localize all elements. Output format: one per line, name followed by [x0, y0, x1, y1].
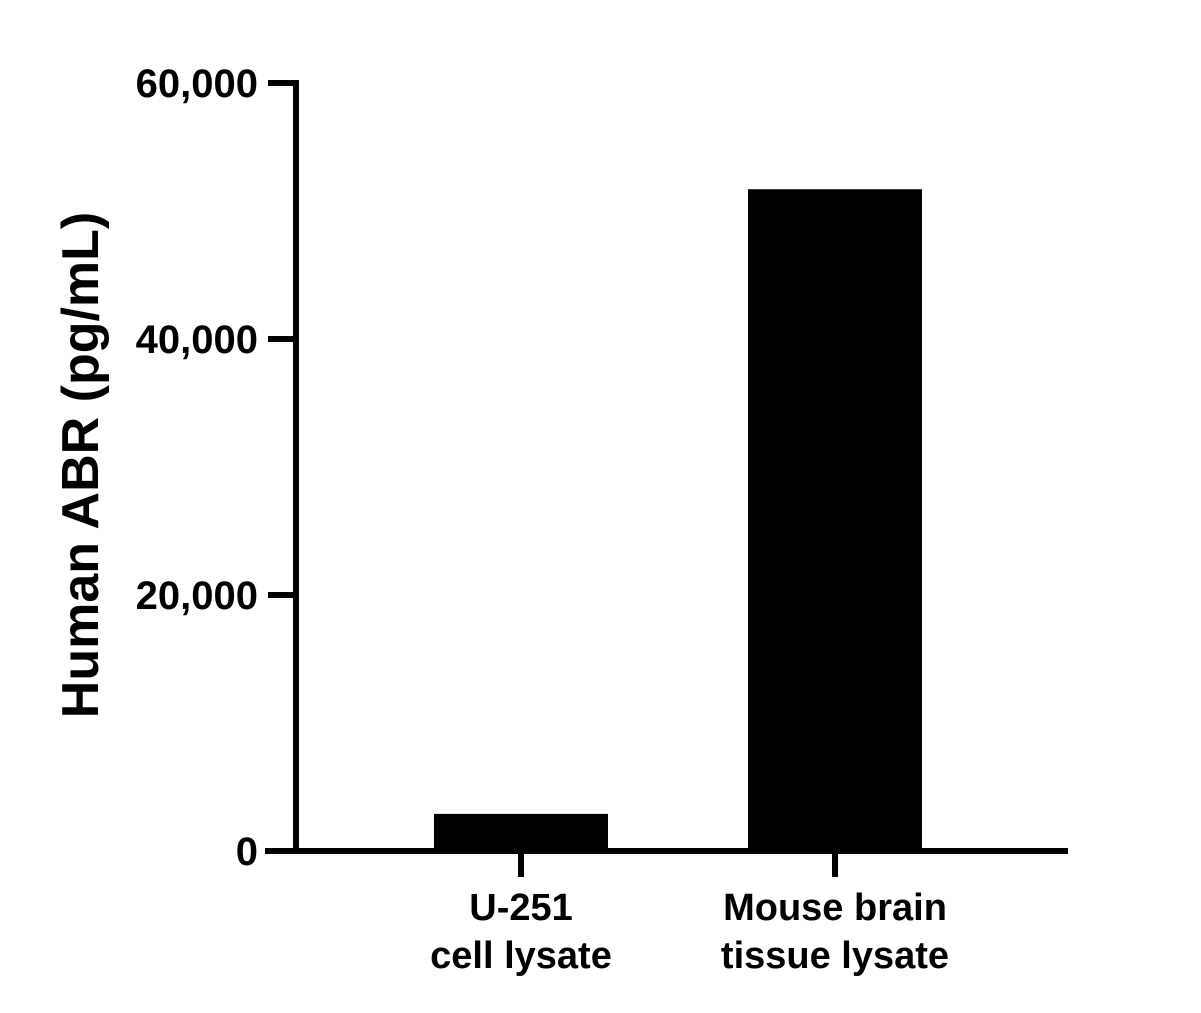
- bar-1: [434, 813, 608, 851]
- bar-2: [748, 189, 922, 852]
- y-tick-label: 60,000: [136, 62, 258, 106]
- x-category-label: U-251: [469, 887, 573, 929]
- x-category-label: Mouse brain: [723, 887, 947, 929]
- x-category-label: tissue lysate: [721, 935, 949, 977]
- x-category-label: cell lysate: [430, 935, 612, 977]
- x-ticks: U-251 cell lysate Mouse brain tissue lysate: [430, 851, 949, 977]
- bars: [434, 189, 922, 852]
- y-ticks: 0 20,000 40,000 60,000: [136, 62, 296, 874]
- y-tick-label: 0: [236, 830, 258, 874]
- y-tick-label: 40,000: [136, 318, 258, 362]
- axes: [265, 80, 1068, 854]
- y-tick-label: 20,000: [136, 574, 258, 618]
- y-axis-title: Human ABR (pg/mL): [52, 212, 110, 718]
